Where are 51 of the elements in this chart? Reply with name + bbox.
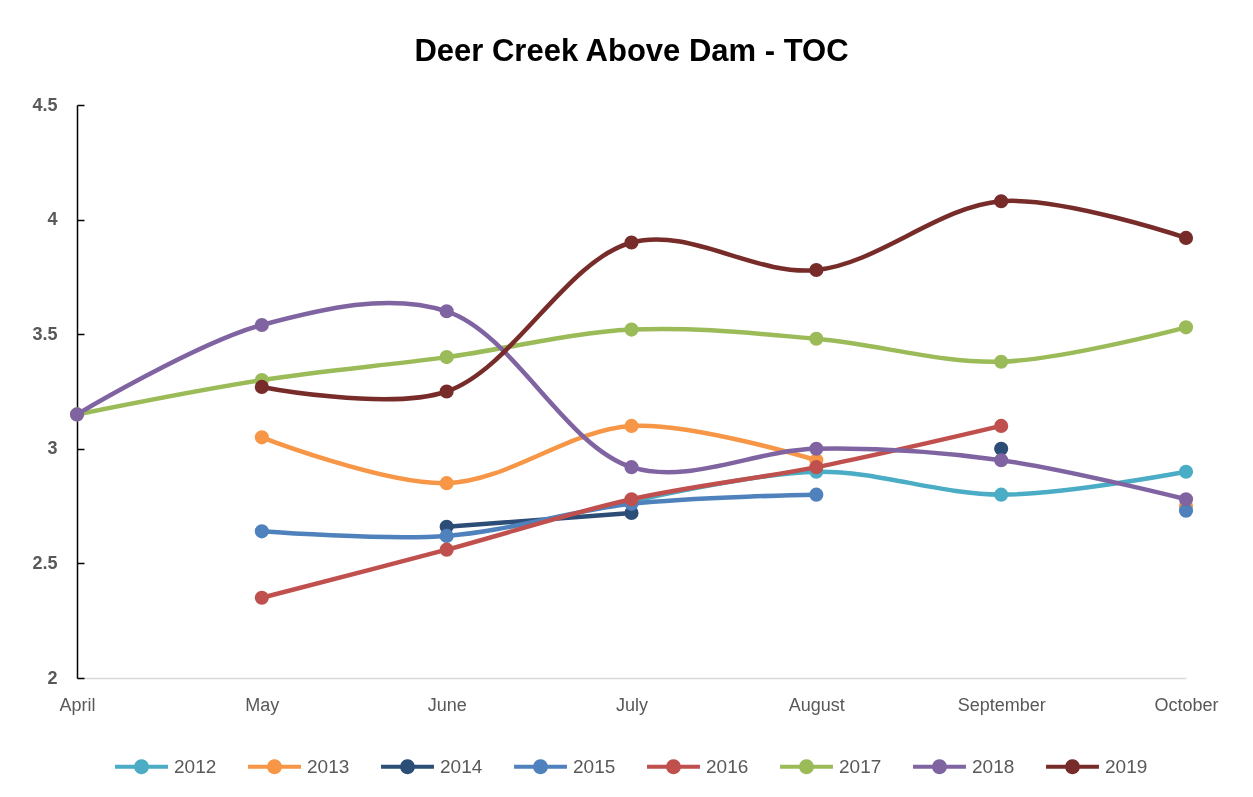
point bbox=[624, 460, 639, 475]
point bbox=[624, 235, 639, 250]
legend-label: 2012 bbox=[174, 755, 217, 777]
legend-label: 2016 bbox=[706, 755, 749, 777]
point bbox=[439, 350, 454, 365]
y-tick-label: 3.5 bbox=[32, 323, 58, 344]
point bbox=[1178, 230, 1194, 245]
point bbox=[439, 476, 454, 491]
point bbox=[1178, 492, 1194, 507]
point bbox=[439, 384, 454, 399]
x-tick-label: April bbox=[59, 694, 96, 715]
y-tick-label: 2.5 bbox=[32, 552, 58, 573]
point bbox=[1178, 464, 1194, 479]
point bbox=[994, 418, 1009, 433]
point bbox=[809, 262, 824, 278]
point bbox=[254, 590, 269, 605]
point bbox=[809, 331, 824, 346]
point bbox=[439, 542, 454, 557]
point bbox=[439, 304, 454, 319]
point bbox=[809, 487, 824, 502]
x-tick-label: May bbox=[245, 694, 280, 715]
legend-label: 2015 bbox=[573, 755, 616, 777]
point bbox=[1178, 320, 1194, 335]
y-tick-label: 4 bbox=[47, 209, 58, 230]
point bbox=[254, 430, 269, 445]
point bbox=[994, 354, 1009, 369]
legend-label: 2018 bbox=[972, 755, 1015, 777]
legend-label: 2017 bbox=[839, 755, 882, 777]
point bbox=[994, 487, 1009, 502]
legend-label: 2014 bbox=[440, 755, 483, 777]
legend-label: 2013 bbox=[307, 755, 350, 777]
x-tick-label: August bbox=[788, 694, 845, 715]
x-tick-label: June bbox=[427, 694, 467, 715]
y-tick-label: 2 bbox=[47, 667, 58, 688]
x-tick-label: October bbox=[1154, 694, 1219, 715]
point bbox=[624, 418, 639, 433]
x-tick-label: September bbox=[957, 694, 1046, 715]
y-tick-label: 4.5 bbox=[32, 94, 58, 115]
point bbox=[994, 453, 1009, 468]
point bbox=[254, 379, 269, 394]
y-tick-label: 3 bbox=[47, 438, 58, 459]
point bbox=[254, 317, 269, 333]
point bbox=[809, 441, 824, 456]
point bbox=[439, 528, 454, 543]
chart-title: Deer Creek Above Dam - TOC bbox=[414, 33, 849, 68]
point bbox=[624, 322, 639, 337]
point bbox=[809, 460, 824, 475]
point bbox=[254, 524, 269, 539]
legend-label: 2019 bbox=[1105, 755, 1148, 777]
point bbox=[994, 194, 1009, 209]
x-tick-label: July bbox=[615, 694, 649, 715]
